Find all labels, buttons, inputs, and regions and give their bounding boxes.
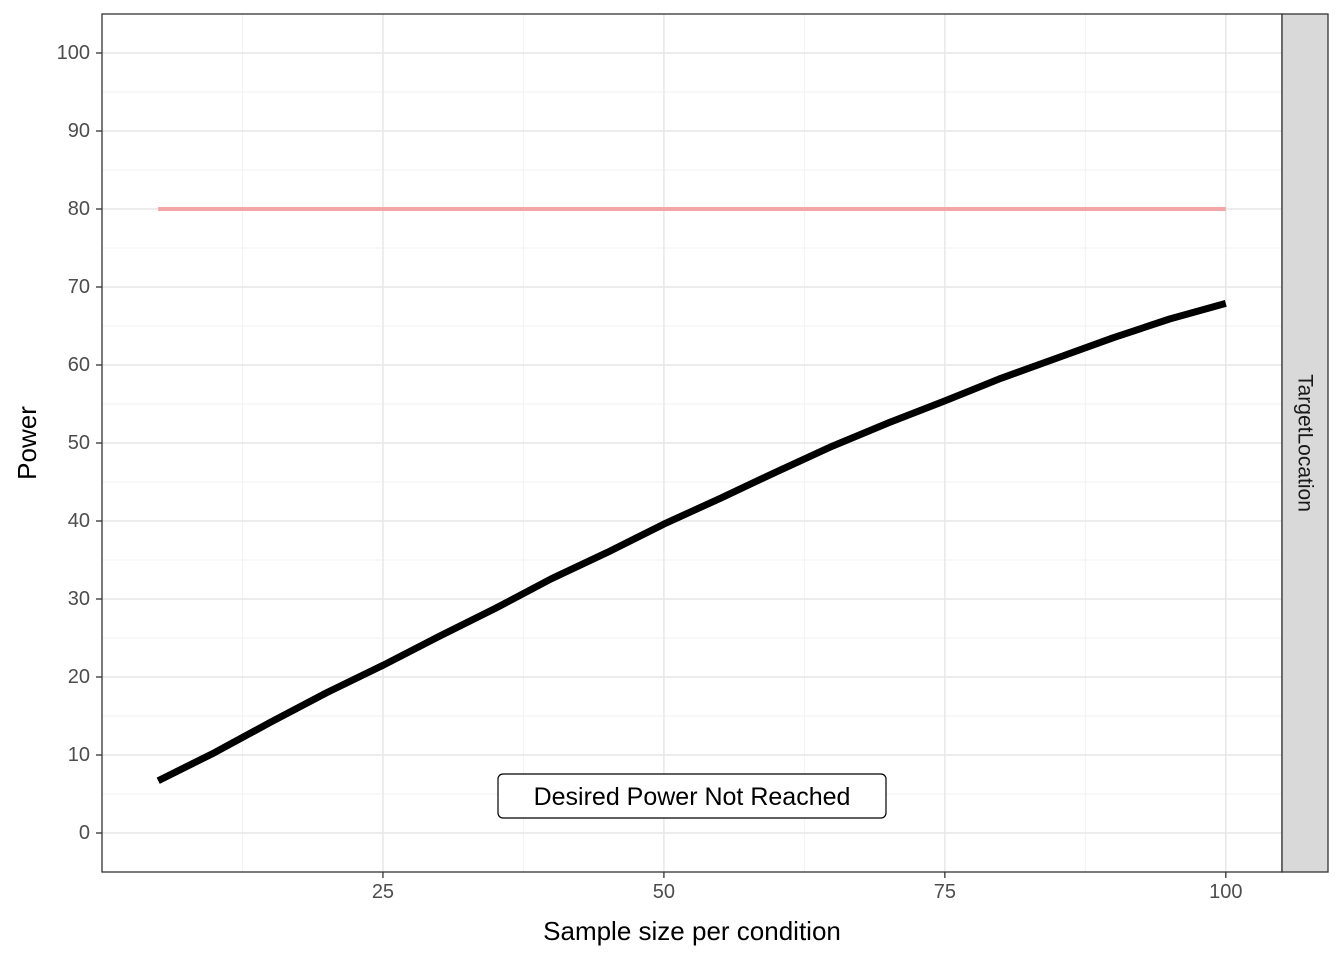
y-tick-label: 10 xyxy=(68,744,90,766)
power-series-layer xyxy=(156,300,1227,784)
major-gridlines xyxy=(102,14,1282,872)
annotation-box xyxy=(497,773,887,819)
y-tick-label: 40 xyxy=(68,510,90,532)
y-tick-label: 70 xyxy=(68,276,90,298)
x-axis-ticks: 25 50 75 100 xyxy=(372,872,1242,903)
y-tick-label: 80 xyxy=(68,198,90,220)
x-tick-label: 25 xyxy=(372,881,394,903)
y-tick-label: 50 xyxy=(68,432,90,454)
facet-strip-label: TargetLocation xyxy=(1294,374,1317,512)
annotation-label: Desired Power Not Reached xyxy=(497,773,887,819)
y-tick-label: 0 xyxy=(79,822,90,844)
y-axis-ticks: 0 10 20 30 40 50 60 70 80 90 100 xyxy=(57,42,102,844)
x-axis-title: Sample size per condition xyxy=(543,916,841,946)
x-tick-label: 100 xyxy=(1209,881,1242,903)
y-tick-label: 60 xyxy=(68,354,90,376)
x-tick-label: 50 xyxy=(653,881,675,903)
facet-strip: TargetLocation xyxy=(1281,13,1329,873)
power-curve-line xyxy=(156,300,1227,784)
y-tick-label: 30 xyxy=(68,588,90,610)
annotation-text: Desired Power Not Reached xyxy=(534,783,851,811)
facet-strip-background xyxy=(1281,13,1329,873)
x-tick-label: 75 xyxy=(934,881,956,903)
y-tick-label: 90 xyxy=(68,120,90,142)
y-axis-title: Power xyxy=(12,406,42,480)
y-tick-label: 100 xyxy=(57,42,90,64)
y-tick-label: 20 xyxy=(68,666,90,688)
